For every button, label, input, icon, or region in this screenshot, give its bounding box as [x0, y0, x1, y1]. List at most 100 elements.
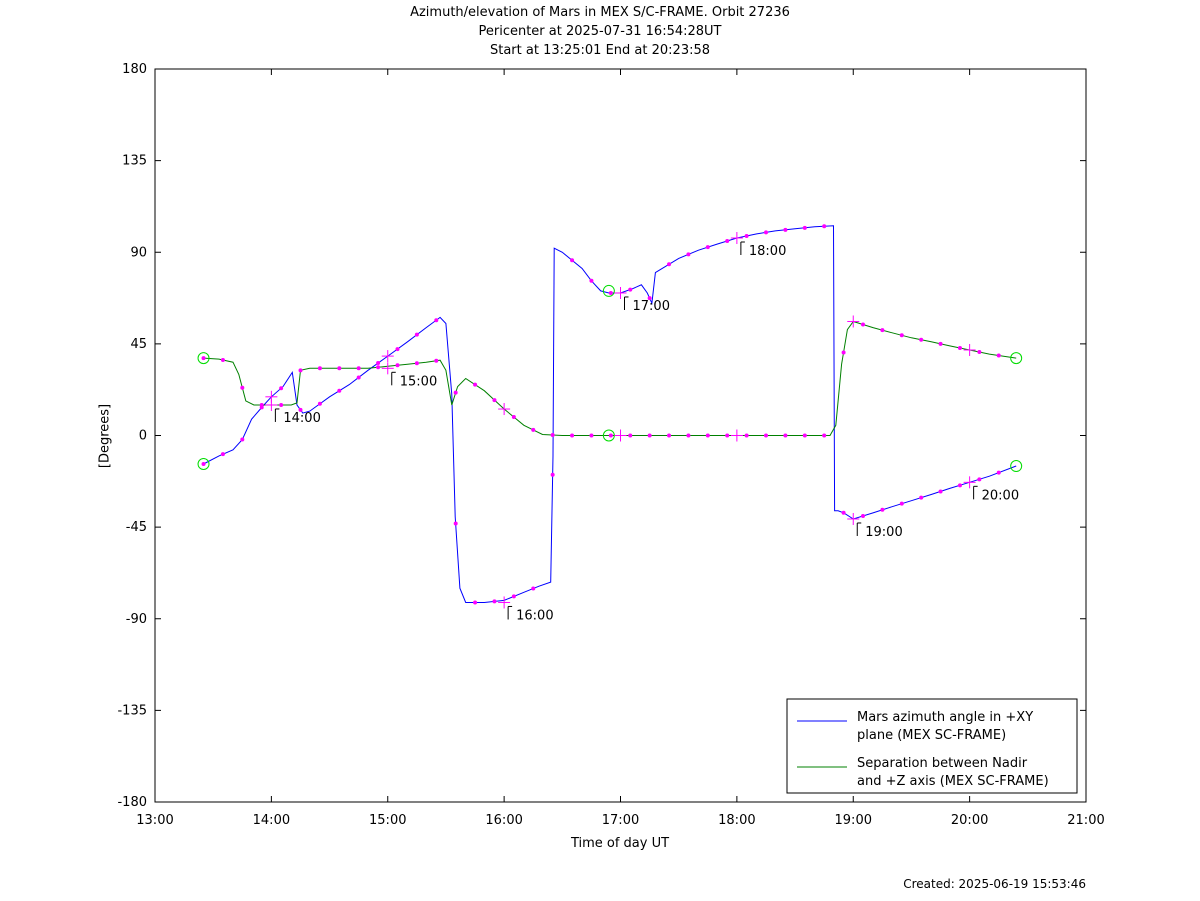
series-point-1 — [783, 433, 788, 438]
series-point-0 — [240, 437, 245, 442]
series-point-0 — [744, 233, 749, 238]
x-tick-label: 16:00 — [485, 813, 522, 828]
legend-label-1: Separation between Nadir — [857, 756, 1028, 771]
x-axis-label: Time of day UT — [570, 836, 670, 851]
chart-title: Azimuth/elevation of Mars in MEX S/C-FRA… — [410, 5, 790, 20]
legend-box — [786, 698, 1078, 794]
time-annotation-label: 17:00 — [633, 299, 670, 314]
series-point-1 — [434, 358, 439, 363]
series-point-1 — [996, 353, 1001, 358]
series-point-0 — [919, 495, 924, 500]
series-point-1 — [705, 433, 710, 438]
created-timestamp: Created: 2025-06-19 15:53:46 — [903, 877, 1086, 891]
series-point-1 — [802, 433, 807, 438]
legend-label-1: and +Z axis (MEX SC-FRAME) — [857, 774, 1049, 789]
series-point-1 — [822, 433, 827, 438]
series-point-1 — [977, 349, 982, 354]
y-tick-label: 180 — [122, 62, 147, 77]
open-circle-marker — [602, 429, 615, 442]
x-tick-label: 13:00 — [136, 813, 173, 828]
series-point-0 — [298, 407, 303, 412]
series-point-0 — [608, 290, 613, 295]
series-point-1 — [337, 366, 342, 371]
series-point-1 — [376, 365, 381, 370]
series-point-0 — [453, 521, 458, 526]
y-tick-label: -45 — [126, 520, 147, 535]
series-point-1 — [667, 433, 672, 438]
series-point-1 — [356, 366, 361, 371]
series-point-0 — [647, 296, 652, 301]
series-point-1 — [899, 333, 904, 338]
series-point-0 — [705, 245, 710, 250]
y-tick-label: -180 — [117, 795, 147, 810]
series-point-0 — [667, 262, 672, 267]
x-tick-label: 15:00 — [369, 813, 406, 828]
series-point-1 — [647, 433, 652, 438]
series-point-0 — [841, 510, 846, 515]
series-point-0 — [395, 347, 400, 352]
series-point-0 — [473, 600, 478, 605]
series-point-1 — [201, 356, 206, 361]
series-point-1 — [764, 433, 769, 438]
time-annotation-label: 14:00 — [283, 411, 320, 426]
y-tick-label: -135 — [117, 703, 147, 718]
open-circle-marker — [602, 284, 615, 297]
series-point-0 — [570, 258, 575, 263]
series-point-1 — [453, 390, 458, 395]
time-annotation-label: 16:00 — [516, 608, 553, 623]
series-point-1 — [317, 366, 322, 371]
series-point-1 — [919, 337, 924, 342]
series-point-0 — [977, 477, 982, 482]
series-point-0 — [938, 489, 943, 494]
series-point-1 — [841, 350, 846, 355]
series-point-0 — [725, 238, 730, 243]
series-point-0 — [414, 332, 419, 337]
time-annotation-label: 15:00 — [400, 374, 437, 389]
series-point-0 — [860, 513, 865, 518]
series-point-0 — [434, 318, 439, 323]
series-point-1 — [628, 433, 633, 438]
series-point-1 — [395, 363, 400, 368]
series-point-1 — [938, 341, 943, 346]
x-tick-label: 18:00 — [718, 813, 755, 828]
series-point-0 — [783, 227, 788, 232]
y-tick-label: 45 — [130, 337, 147, 352]
series-point-1 — [259, 402, 264, 407]
x-tick-label: 19:00 — [835, 813, 872, 828]
series-point-0 — [376, 361, 381, 366]
series-point-1 — [860, 322, 865, 327]
series-point-1 — [279, 402, 284, 407]
y-tick-label: 135 — [122, 154, 147, 169]
open-circle-marker — [197, 458, 210, 471]
y-tick-label: 0 — [139, 429, 147, 444]
series-point-1 — [744, 433, 749, 438]
open-circle-marker — [197, 352, 210, 365]
x-tick-label: 17:00 — [602, 813, 639, 828]
y-tick-label: -90 — [126, 612, 147, 627]
series-point-1 — [725, 433, 730, 438]
time-annotation-label: 18:00 — [749, 244, 786, 259]
series-point-1 — [570, 433, 575, 438]
series-point-0 — [511, 594, 516, 599]
series-line-0 — [203, 225, 1017, 603]
series-point-0 — [492, 599, 497, 604]
series-point-0 — [201, 462, 206, 467]
open-circle-marker — [1010, 352, 1023, 365]
series-line-1 — [203, 320, 1017, 436]
y-axis-label: [Degrees] — [97, 403, 113, 469]
series-point-0 — [279, 386, 284, 391]
series-point-0 — [550, 472, 555, 477]
series-point-0 — [802, 225, 807, 230]
series-point-0 — [337, 388, 342, 393]
series-point-1 — [880, 328, 885, 333]
series-point-0 — [356, 375, 361, 380]
series-point-1 — [531, 427, 536, 432]
x-tick-label: 20:00 — [951, 813, 988, 828]
series-point-0 — [686, 252, 691, 257]
series-point-1 — [240, 385, 245, 390]
series-point-1 — [550, 433, 555, 438]
legend-label-0: plane (MEX SC-FRAME) — [857, 728, 1006, 743]
series-point-1 — [686, 433, 691, 438]
series-point-1 — [473, 382, 478, 387]
series-point-1 — [511, 415, 516, 420]
